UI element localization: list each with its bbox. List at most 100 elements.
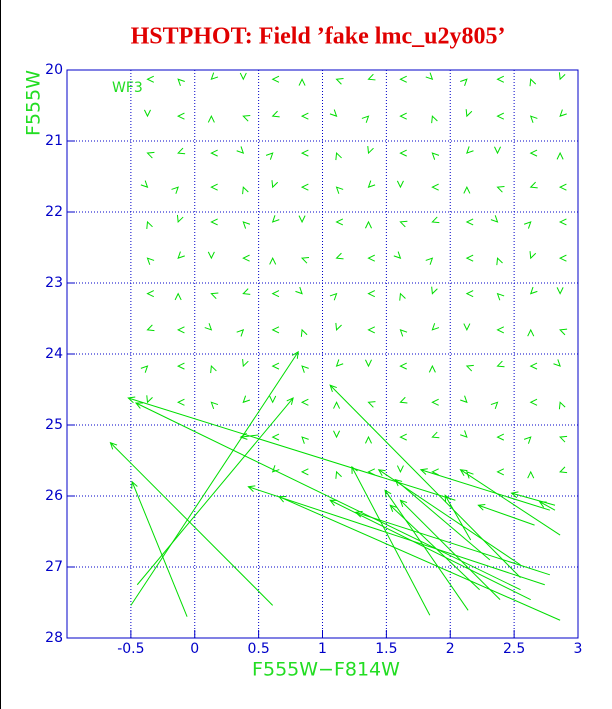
small-arrow xyxy=(466,146,474,154)
small-arrow xyxy=(460,78,468,87)
small-arrow xyxy=(558,401,566,410)
small-arrow xyxy=(236,329,245,337)
arrow-shaft xyxy=(394,479,491,561)
arrow-shaft xyxy=(278,496,561,621)
small-arrow xyxy=(301,365,309,373)
small-arrow xyxy=(242,395,251,404)
x-tick-label: 2 xyxy=(446,641,455,657)
small-arrow xyxy=(463,323,471,332)
small-arrow xyxy=(210,72,219,81)
small-arrow xyxy=(431,323,440,331)
small-arrow xyxy=(300,183,309,191)
x-tick-label: 0 xyxy=(190,641,199,657)
small-arrow xyxy=(496,257,503,266)
y-tick-label: 25 xyxy=(45,417,63,433)
arrow-head xyxy=(291,350,299,359)
small-arrow xyxy=(298,215,306,224)
small-arrow xyxy=(335,78,344,85)
arrow-head xyxy=(131,480,138,489)
arrow-head xyxy=(444,494,452,503)
small-arrow xyxy=(529,398,538,406)
small-arrow xyxy=(335,218,344,226)
small-arrow xyxy=(431,431,440,439)
small-arrow xyxy=(335,322,342,331)
small-arrow xyxy=(242,114,251,122)
small-arrow xyxy=(559,435,568,443)
small-arrow xyxy=(465,109,473,118)
arrow-shaft xyxy=(135,402,521,591)
small-arrow xyxy=(364,435,372,444)
arrow-shaft xyxy=(460,469,561,536)
chart-title: HSTPHOT: Field ’fake lmc_u2y805’ xyxy=(131,24,506,50)
small-arrow xyxy=(431,468,439,476)
small-arrow xyxy=(490,215,499,223)
arrow-head xyxy=(394,478,403,487)
small-arrow xyxy=(529,181,538,189)
arrow-shaft xyxy=(420,469,551,511)
small-arrow xyxy=(527,328,535,337)
annotation: WF3 xyxy=(112,80,143,96)
small-arrow xyxy=(146,257,155,265)
small-arrow xyxy=(300,468,309,476)
small-arrow xyxy=(399,292,406,301)
arrow-head xyxy=(389,504,398,512)
y-tick-label: 26 xyxy=(45,488,63,504)
small-arrow xyxy=(271,290,280,298)
small-arrow xyxy=(529,251,537,260)
arrow-shaft xyxy=(248,486,545,586)
small-arrow xyxy=(367,401,376,408)
small-arrow xyxy=(271,180,279,189)
small-arrow xyxy=(364,220,372,229)
arrow-shaft xyxy=(130,351,299,606)
arrow-shaft xyxy=(444,495,472,541)
small-arrow xyxy=(466,471,474,479)
small-arrow xyxy=(210,401,219,410)
arrow-head xyxy=(286,397,294,405)
arrow-shaft xyxy=(400,499,501,601)
small-arrow xyxy=(496,112,505,120)
small-arrow xyxy=(176,214,184,224)
small-arrow xyxy=(335,186,344,194)
arrow-head xyxy=(247,485,256,492)
small-arrow xyxy=(271,433,280,441)
small-arrow xyxy=(496,292,505,301)
arrow-head xyxy=(109,441,118,450)
small-arrow xyxy=(460,395,468,404)
small-arrow xyxy=(553,359,561,367)
x-tick-label: 0.5 xyxy=(247,641,269,657)
small-arrow xyxy=(146,324,155,332)
small-arrow xyxy=(396,465,404,474)
small-arrow xyxy=(367,146,374,155)
arrow-head xyxy=(459,469,468,476)
small-arrow xyxy=(140,365,149,373)
arrow-shaft xyxy=(131,481,188,617)
y-tick-label: 22 xyxy=(45,204,63,220)
small-arrow xyxy=(529,286,538,295)
small-arrow xyxy=(176,362,185,370)
small-arrow xyxy=(242,254,250,262)
small-arrow xyxy=(399,433,407,441)
small-arrow xyxy=(465,218,474,226)
small-arrow xyxy=(361,115,370,123)
small-arrow xyxy=(210,183,218,191)
small-arrow xyxy=(399,396,408,404)
arrow-head xyxy=(538,501,547,508)
small-arrow xyxy=(207,115,215,123)
small-arrow xyxy=(465,254,474,262)
small-arrow xyxy=(177,147,186,155)
small-arrow xyxy=(236,146,245,154)
small-arrow xyxy=(367,180,376,188)
small-arrow xyxy=(210,218,218,226)
small-arrow xyxy=(399,75,407,83)
small-arrow xyxy=(176,326,185,334)
small-arrow xyxy=(431,152,440,160)
small-arrow xyxy=(204,323,213,331)
small-arrow xyxy=(146,290,155,298)
small-arrow xyxy=(210,292,219,300)
x-tick-label: 2.5 xyxy=(503,641,525,657)
small-arrow xyxy=(210,149,218,157)
small-arrow xyxy=(496,185,505,193)
small-arrow xyxy=(271,326,280,334)
arrow-shaft xyxy=(128,397,456,501)
